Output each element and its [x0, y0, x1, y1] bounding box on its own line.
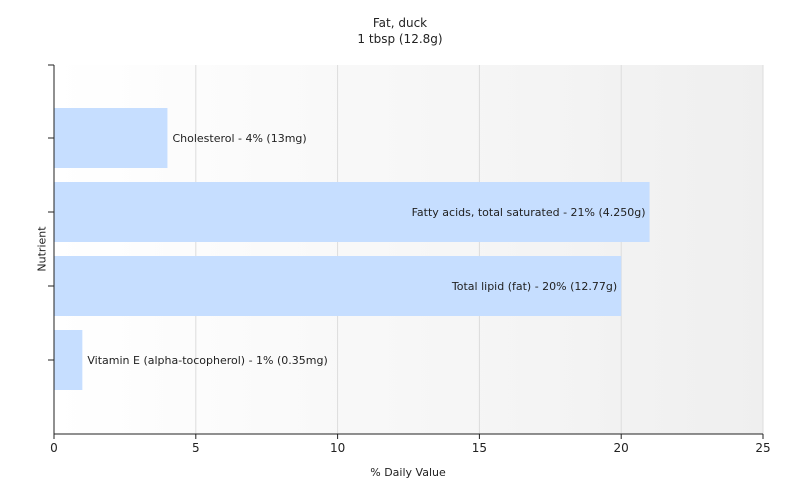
chart-subtitle: 1 tbsp (12.8g): [357, 32, 443, 46]
bar: [54, 182, 650, 242]
plot-background: [54, 65, 763, 434]
bar: [54, 108, 168, 168]
y-axis-label: Nutrient: [35, 226, 49, 272]
bar-label: Cholesterol - 4% (13mg): [172, 132, 306, 145]
x-tick-label: 25: [755, 441, 770, 455]
x-tick-label: 10: [330, 441, 345, 455]
bar-label: Vitamin E (alpha-tocopherol) - 1% (0.35m…: [87, 354, 327, 367]
x-tick-label: 15: [472, 441, 487, 455]
x-tick-label: 0: [50, 441, 58, 455]
bar: [54, 330, 83, 390]
bar-label: Fatty acids, total saturated - 21% (4.25…: [412, 206, 646, 219]
grid-lines: [195, 65, 764, 434]
chart-title-block: Fat, duck 1 tbsp (12.8g): [0, 15, 800, 47]
x-axis-label: % Daily Value: [370, 466, 446, 479]
chart-title: Fat, duck: [372, 16, 428, 30]
x-tick-label: 20: [614, 441, 629, 455]
bar: [54, 256, 622, 316]
axes: 0 5 10 15 20 25: [48, 64, 771, 455]
bar-label: Total lipid (fat) - 20% (12.77g): [451, 280, 617, 293]
x-tick-label: 5: [192, 441, 200, 455]
bars: Cholesterol - 4% (13mg) Fatty acids, tota…: [54, 108, 650, 390]
